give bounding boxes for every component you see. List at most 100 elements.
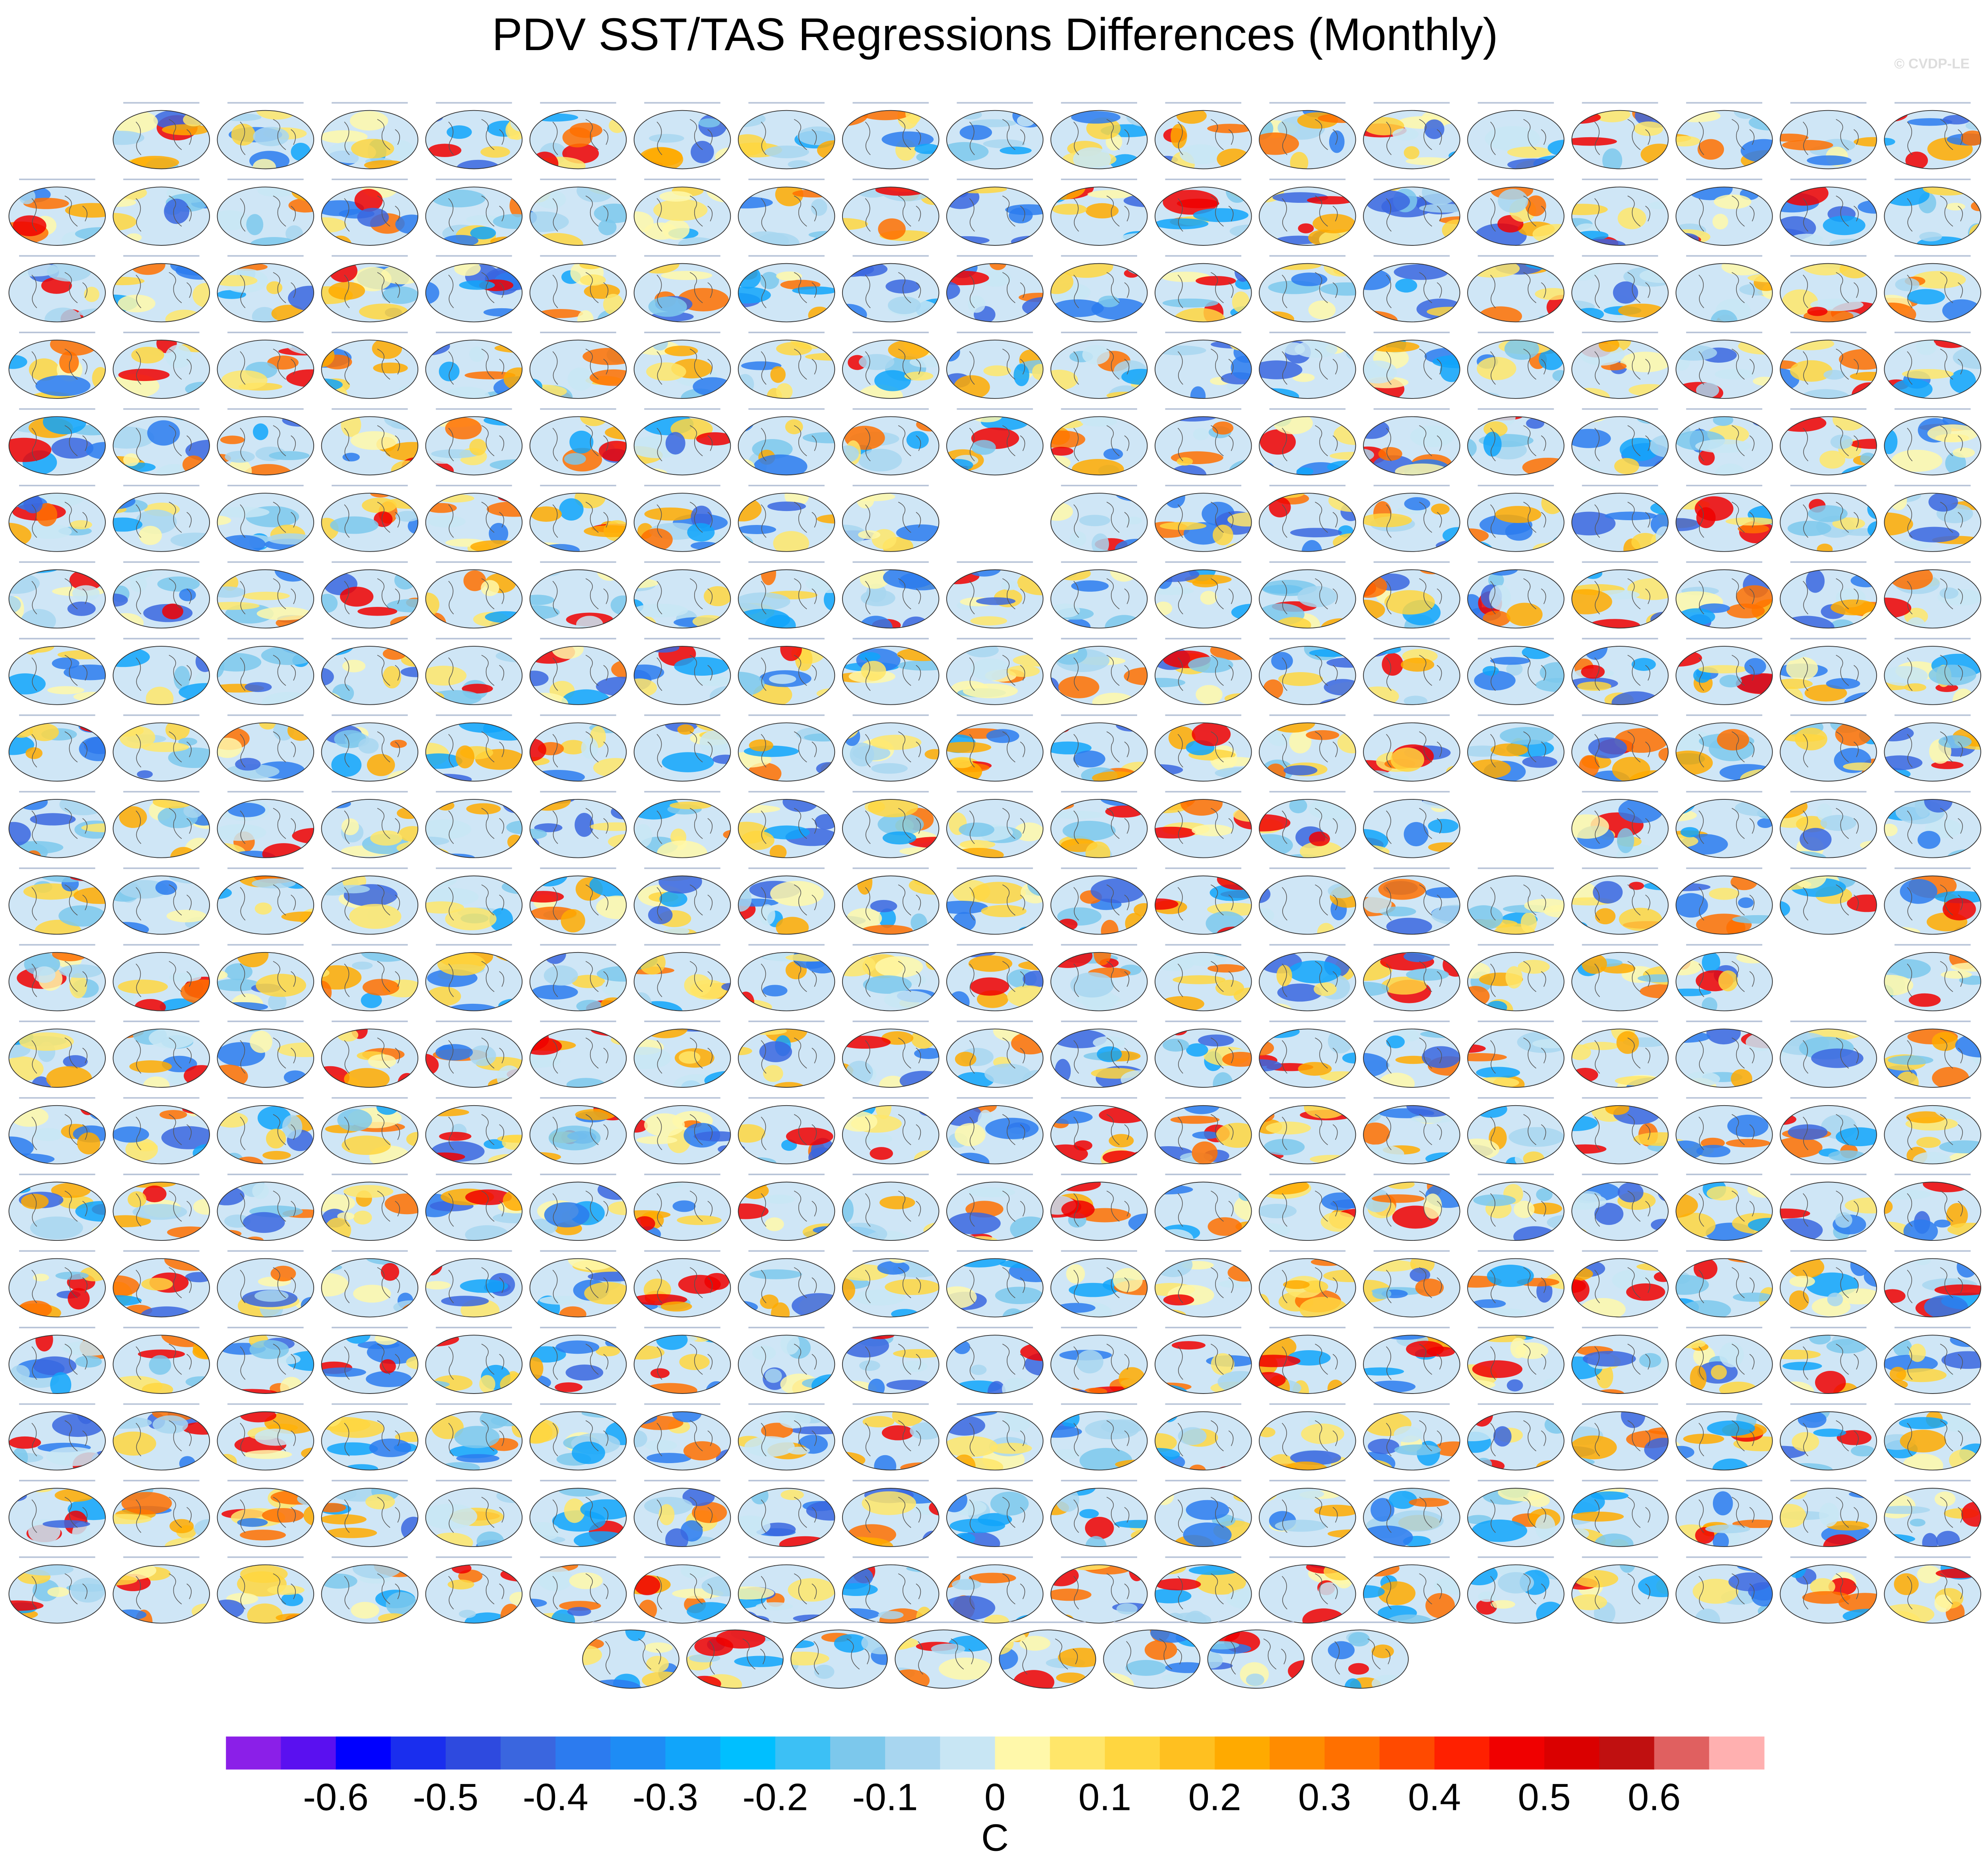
map-panel <box>1363 408 1460 476</box>
map-outline <box>1675 263 1773 323</box>
field-blob <box>1070 531 1087 546</box>
map-panel <box>1050 332 1148 399</box>
field-blob <box>1581 665 1605 679</box>
field-blob <box>142 742 189 752</box>
field-blob <box>1312 214 1355 233</box>
map-panel <box>1571 1020 1669 1088</box>
map-outline <box>842 110 940 169</box>
map-panel <box>113 1020 210 1088</box>
map-outline <box>8 340 106 399</box>
field-blob <box>1884 302 1916 322</box>
field-blob <box>1103 448 1123 460</box>
field-blob <box>1320 1212 1356 1232</box>
field-blob <box>12 1447 28 1468</box>
field-blob <box>1613 281 1639 304</box>
continents <box>761 501 817 538</box>
field-blob <box>1504 340 1540 360</box>
field-blob <box>946 281 960 300</box>
field-blob <box>237 952 269 968</box>
field-blob <box>1260 1003 1292 1011</box>
field-blob <box>321 618 330 628</box>
field-blob <box>1780 1349 1821 1360</box>
map-panel <box>1259 1020 1356 1088</box>
field-blob <box>575 493 606 509</box>
field-blob <box>760 272 779 290</box>
field-blob <box>336 885 370 894</box>
field-blob <box>598 441 627 462</box>
field-blob <box>425 1108 469 1116</box>
field-blob <box>708 315 724 322</box>
field-blob <box>1572 1144 1607 1154</box>
field-blob <box>946 900 988 914</box>
field-blob <box>1207 124 1252 133</box>
field-blob <box>1000 1259 1043 1268</box>
field-blob <box>369 1438 412 1457</box>
field-blob <box>1636 1263 1668 1271</box>
field-blob <box>281 912 314 922</box>
field-blob <box>1572 589 1612 614</box>
field-blob <box>342 659 366 673</box>
map-field <box>1259 110 1356 169</box>
field-blob <box>1740 769 1773 781</box>
map-panel <box>1675 791 1773 858</box>
field-blob <box>1283 1280 1310 1289</box>
field-blob <box>1614 458 1639 474</box>
field-blob <box>1410 425 1454 447</box>
map-panel <box>1259 484 1356 552</box>
map-panel <box>113 1250 210 1318</box>
field-blob <box>1889 570 1933 590</box>
field-blob <box>1552 370 1564 381</box>
field-blob <box>1318 113 1356 123</box>
field-blob <box>910 1422 939 1440</box>
field-blob <box>382 666 401 689</box>
map-panel <box>842 484 940 552</box>
field-blob <box>485 390 522 398</box>
field-blob <box>951 847 1004 858</box>
map-panel <box>633 408 731 476</box>
map-outline <box>1780 110 1877 169</box>
field-blob <box>749 739 773 752</box>
map-outline <box>1467 187 1565 246</box>
field-blob <box>561 909 585 933</box>
field-blob <box>217 602 260 610</box>
field-blob <box>596 1346 620 1357</box>
field-blob <box>288 198 314 213</box>
map-panel <box>946 638 1044 705</box>
field-blob <box>1518 960 1550 974</box>
field-blob <box>947 1212 1001 1234</box>
map-panel <box>217 638 315 705</box>
map-outline <box>1259 340 1356 399</box>
field-blob <box>797 126 835 145</box>
field-blob <box>530 671 549 686</box>
field-blob <box>1676 877 1695 886</box>
map-outline <box>1467 110 1565 169</box>
map-panel <box>633 791 731 858</box>
field-blob <box>376 1105 399 1115</box>
field-blob <box>244 1450 292 1459</box>
field-blob <box>1259 360 1303 379</box>
map-panel <box>8 1403 106 1471</box>
field-blob <box>293 239 314 245</box>
field-blob <box>879 1196 915 1209</box>
map-panel <box>1050 1327 1148 1394</box>
field-blob <box>1928 493 1958 512</box>
map-panel <box>1884 332 1981 399</box>
field-blob <box>439 1132 472 1141</box>
field-blob <box>400 1007 418 1011</box>
field-blob <box>914 144 939 154</box>
field-blob <box>531 152 559 169</box>
field-blob <box>1572 429 1611 448</box>
field-blob <box>27 524 72 539</box>
map-panel <box>633 1250 731 1318</box>
field-blob <box>759 904 775 925</box>
field-blob <box>1424 119 1444 139</box>
field-blob <box>1468 1001 1485 1011</box>
continents <box>552 272 609 308</box>
field-blob <box>756 233 800 245</box>
continents <box>240 195 296 232</box>
field-blob <box>217 507 270 518</box>
field-blob <box>1363 317 1375 322</box>
field-blob <box>1472 1360 1523 1378</box>
field-blob <box>1017 926 1039 935</box>
map-panel <box>529 791 627 858</box>
